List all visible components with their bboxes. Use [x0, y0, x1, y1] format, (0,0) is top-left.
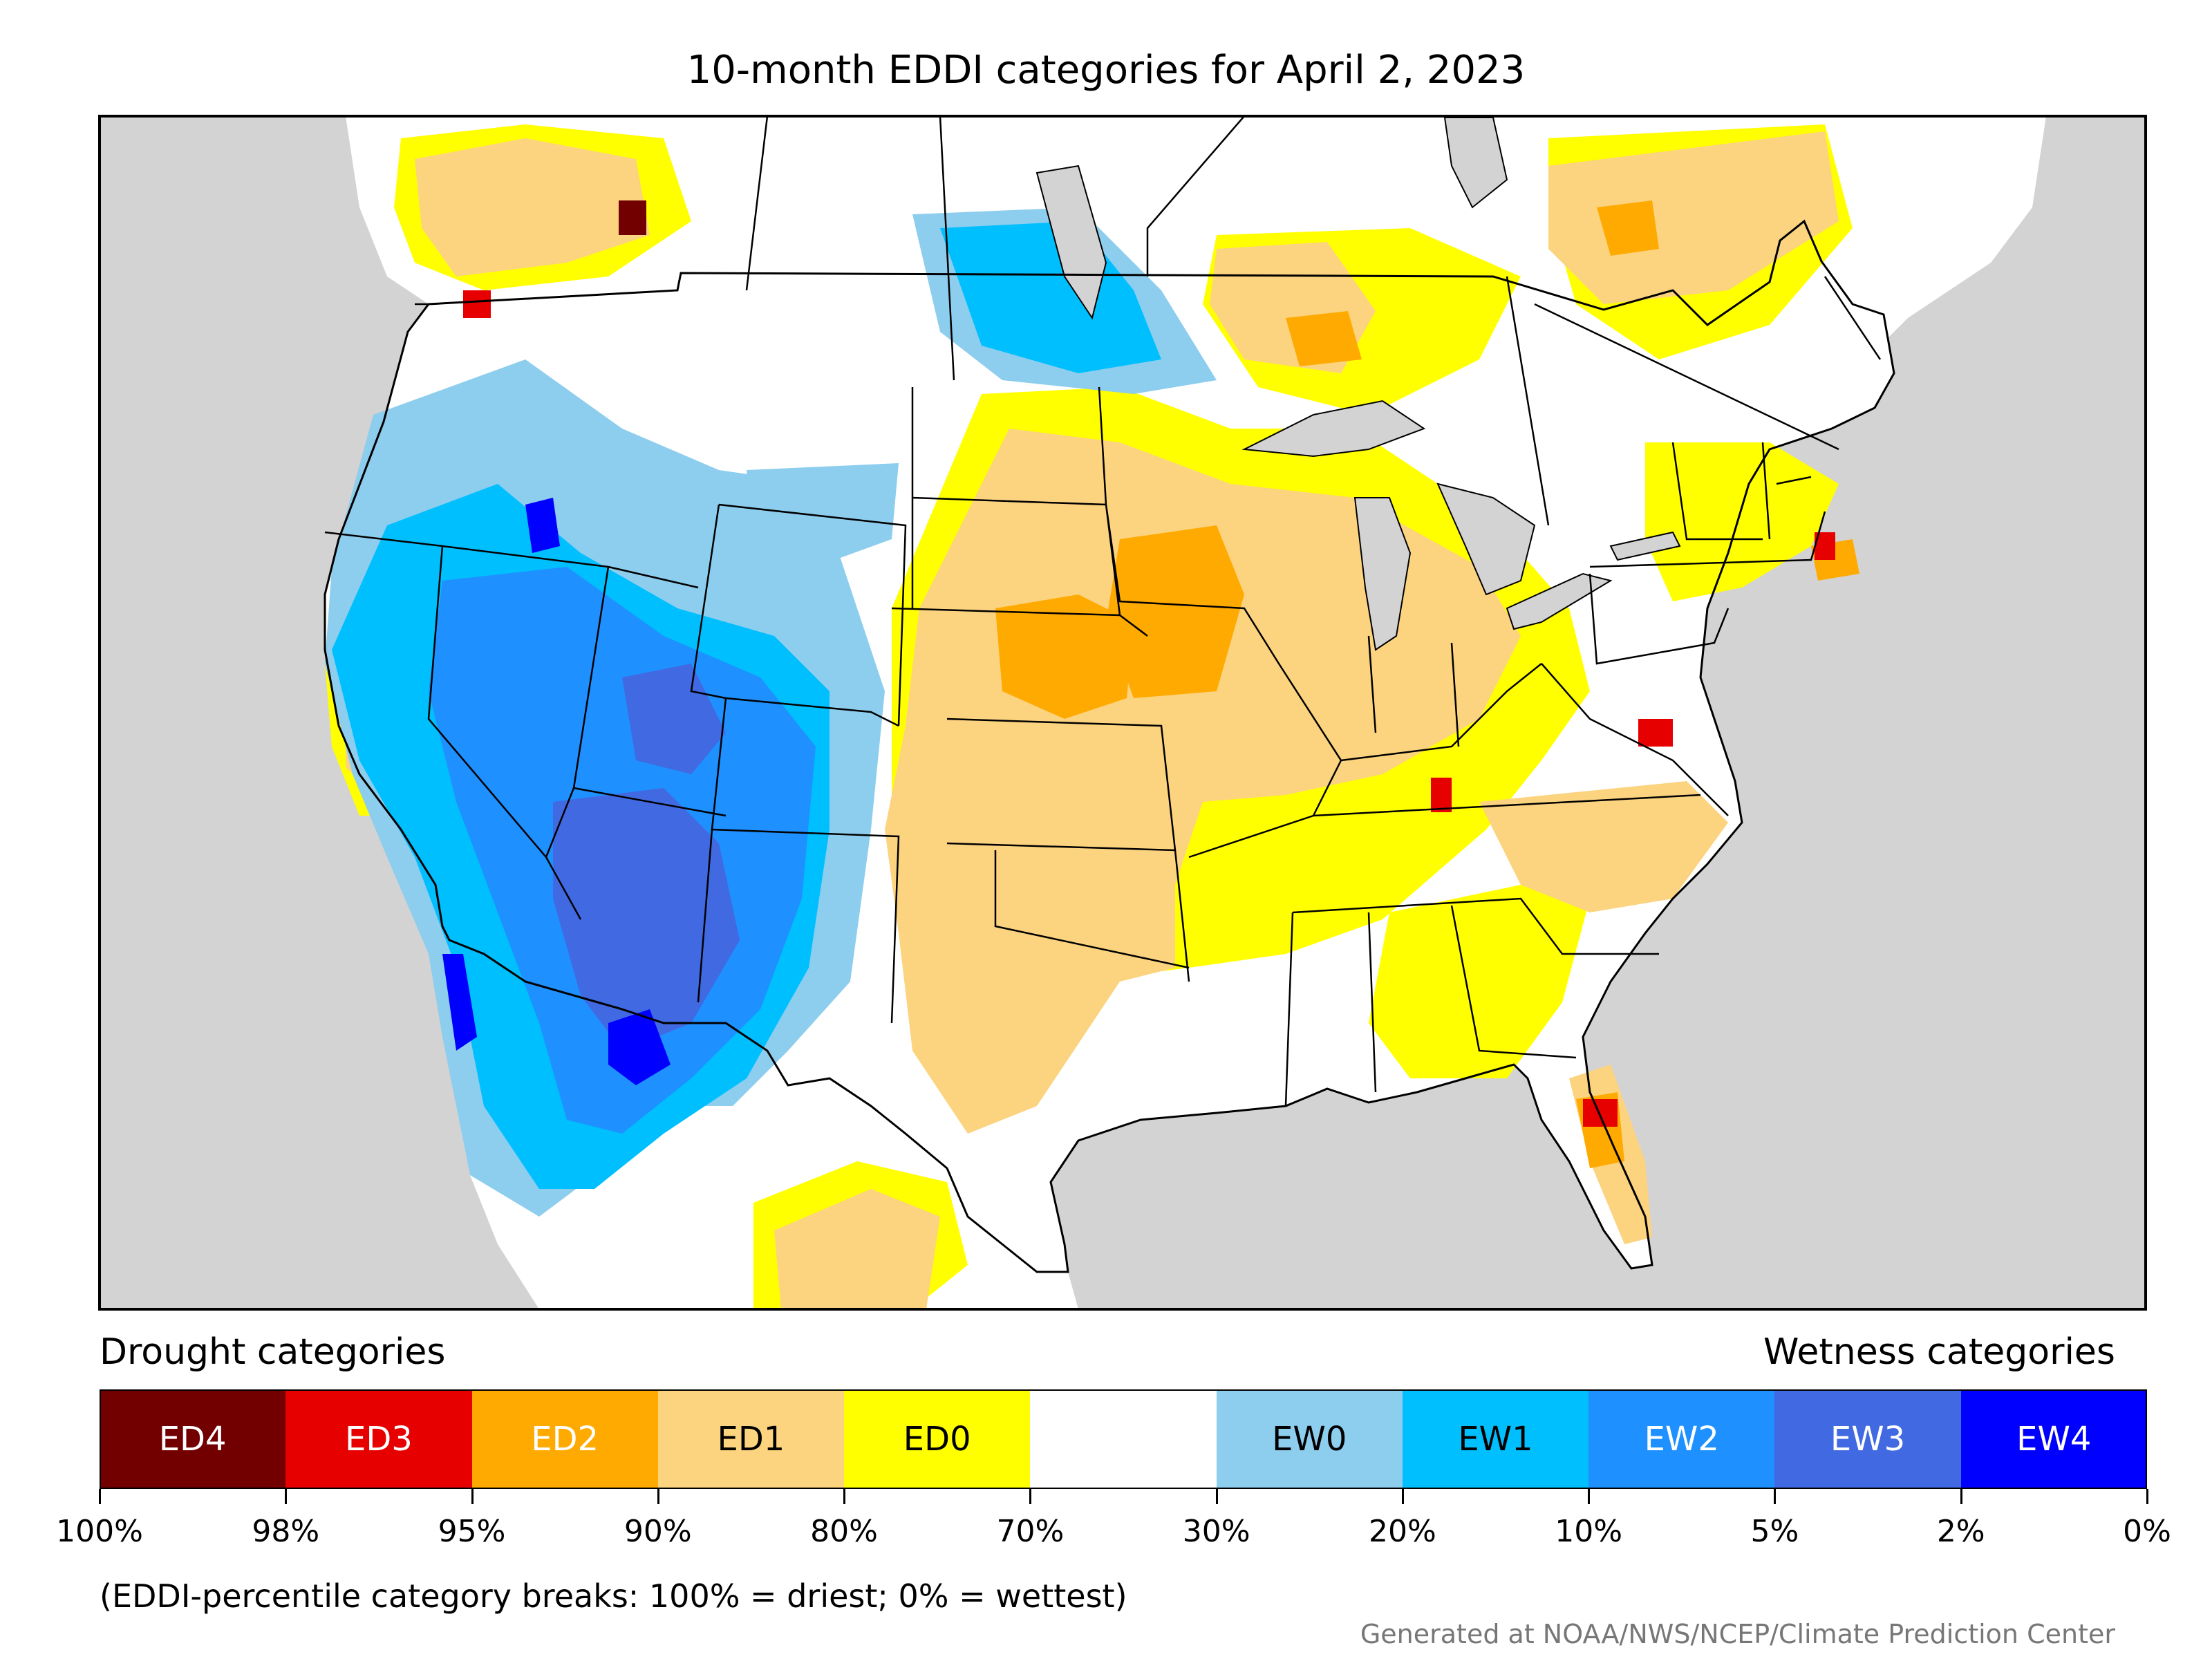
wetness-patches: [325, 207, 1217, 1217]
colorbar-tick-label: 90%: [624, 1514, 692, 1549]
ed3-patch-washington: [463, 290, 491, 318]
ed0-patch-southeast: [1369, 885, 1590, 1078]
colorbar-ticks: [99, 1489, 2148, 1506]
state-lines: [324, 303, 1826, 1107]
colorbar-tick-label: 95%: [438, 1514, 506, 1549]
ew1-patch-manitoba: [940, 221, 1161, 373]
colorbar-tick: [1960, 1489, 1962, 1504]
colorbar-tick: [1774, 1489, 1777, 1504]
colorbar-tick: [1029, 1489, 1032, 1504]
ed4-patch-alberta: [619, 200, 646, 235]
colorbar-tick-label: 2%: [1936, 1514, 1985, 1549]
ew4-patch-arizona: [608, 1009, 671, 1085]
ed1-patch-mexico: [774, 1189, 940, 1309]
ew4-patch-idaho: [525, 498, 560, 553]
colorbar-tick-label: 98%: [252, 1514, 320, 1549]
colorbar-tick: [657, 1489, 659, 1504]
colorbar-tick-label: 0%: [2123, 1514, 2171, 1549]
ed2-patch-iowa: [1106, 525, 1244, 698]
colorbar-tick: [99, 1489, 101, 1504]
colorbar-tick-label: 80%: [810, 1514, 878, 1549]
ew0-patch-montana: [747, 463, 899, 567]
colorbar-cell-ew3: EW3: [1774, 1389, 1961, 1489]
colorbar-tick-label: 70%: [996, 1514, 1065, 1549]
colorbar-tick: [1588, 1489, 1591, 1504]
ed3-patch-virginia: [1638, 719, 1673, 747]
wetness-categories-heading: Wetness categories: [1763, 1331, 2115, 1373]
ew4-patch-baja: [442, 954, 477, 1051]
colorbar-tick: [2146, 1489, 2148, 1504]
ed2-patch-quebec: [1597, 200, 1659, 256]
lake-winnipeg: [1035, 165, 1107, 320]
colorbar-tick-label: 100%: [56, 1514, 143, 1549]
colorbar-cell-normal: [1030, 1389, 1217, 1489]
colorbar-cell-ed2: ED2: [471, 1389, 658, 1489]
credit-line: Generated at NOAA/NWS/NCEP/Climate Predi…: [1360, 1619, 2115, 1649]
lake-superior: [1241, 400, 1426, 458]
lakes: [1035, 117, 1681, 651]
colorbar-cell-ed0: ED0: [844, 1389, 1031, 1489]
lake-ontario: [1609, 531, 1681, 561]
ed1-patch-carolinas: [1479, 781, 1728, 912]
ed2-patches: [995, 200, 1859, 1168]
ed0-patch-northeast: [1645, 442, 1839, 601]
drought-categories-heading: Drought categories: [100, 1331, 446, 1373]
colorbar-tick-label: 30%: [1182, 1514, 1250, 1549]
ed1-patch-quebec: [1548, 131, 1839, 304]
colorbar-cell-ed4: ED4: [100, 1389, 286, 1489]
percentile-note: (EDDI-percentile category breaks: 100% =…: [100, 1577, 1127, 1615]
lake-michigan: [1353, 497, 1412, 651]
colorbar-tick-label: 10%: [1555, 1514, 1623, 1549]
colorbar-cell-ew4: EW4: [1960, 1389, 2147, 1489]
colorbar-tick: [471, 1489, 474, 1504]
colorbar-tick: [285, 1489, 288, 1504]
ed3-patch-kentucky: [1431, 778, 1452, 812]
ew3-patch-utah: [622, 664, 726, 774]
category-colorbar: ED4 ED3 ED2 ED1 ED0 EW0 EW1 EW2 EW3 EW4: [100, 1389, 2147, 1489]
colorbar-cell-ed3: ED3: [285, 1389, 472, 1489]
ew3-patch-arizona: [553, 788, 740, 1051]
colorbar-tick-label: 20%: [1369, 1514, 1436, 1549]
ed2-patch-nebraska: [995, 594, 1134, 719]
colorbar-tick: [1401, 1489, 1404, 1504]
boundaries: [324, 116, 1895, 1273]
ed3-patch-florida: [1583, 1099, 1618, 1127]
canada-province-lines: [745, 116, 1882, 526]
colorbar-cell-ed1: ED1: [657, 1389, 845, 1489]
lake-erie: [1506, 572, 1613, 630]
lake-huron: [1436, 482, 1536, 596]
colorbar-cell-ew0: EW0: [1216, 1389, 1403, 1489]
colorbar-cell-ew2: EW2: [1588, 1389, 1775, 1489]
colorbar-tick: [1215, 1489, 1218, 1504]
map-title: 10-month EDDI categories for April 2, 20…: [686, 48, 1526, 93]
ed1-patch-pacific-nw: [415, 138, 650, 276]
ed2-patch-ontario: [1286, 311, 1362, 366]
colorbar-cell-ew1: EW1: [1402, 1389, 1589, 1489]
colorbar-tick-label: 5%: [1750, 1514, 1799, 1549]
map-panel: [98, 115, 2147, 1311]
map-frame: [98, 115, 2147, 1311]
colorbar-tick: [843, 1489, 846, 1504]
